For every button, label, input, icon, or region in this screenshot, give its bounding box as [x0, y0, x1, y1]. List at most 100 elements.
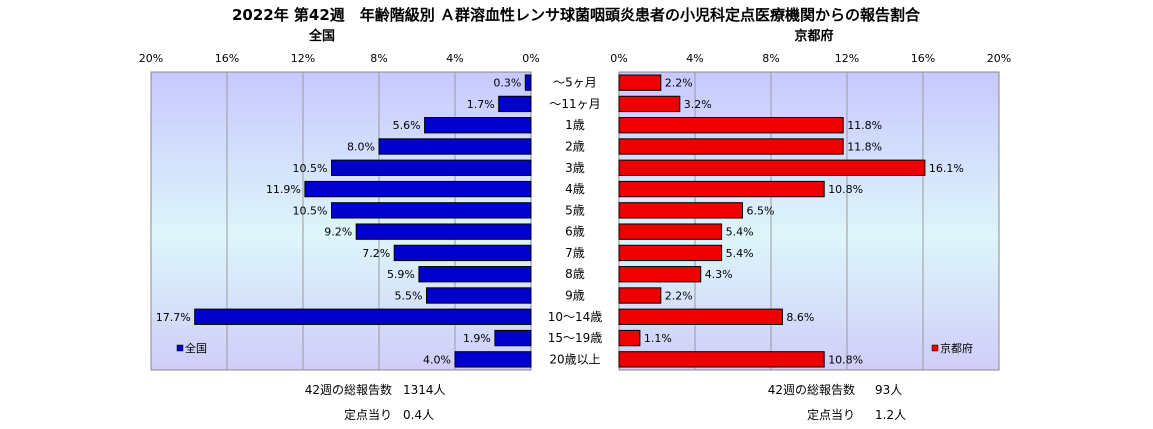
footer-kyoto-total-label: 42週の総報告数 [768, 382, 855, 397]
data-label-kyoto: 1.1% [644, 332, 672, 345]
footer-national-per-site-value: 0.4人 [403, 408, 434, 422]
category-label: 15～19歳 [548, 331, 603, 345]
tick-label-kyoto: 20% [987, 52, 1011, 65]
data-label-kyoto: 2.2% [665, 77, 693, 90]
data-label-national: 9.2% [324, 226, 352, 239]
data-label-kyoto: 16.1% [929, 162, 964, 175]
category-label: 4歳 [565, 182, 585, 196]
panel-title-kyoto: 京都府 [794, 28, 833, 44]
footer-kyoto-per-site-label: 定点当り [807, 407, 855, 422]
bars: 0.3% 1.7% 5.6% 8.0% 10.5% 11.9% 10.5% 9.2% 7.2% 5… [156, 74, 964, 368]
footer-kyoto-total-value: 93人 [875, 383, 902, 397]
bar-national [426, 287, 532, 304]
bar-kyoto [618, 329, 641, 347]
bar-national [331, 159, 532, 176]
category-label: 5歳 [565, 203, 585, 217]
data-label-national: 7.2% [362, 247, 390, 260]
footer-kyoto-per-site-value: 1.2人 [875, 408, 906, 422]
category-labels: ～5ヶ月 ～11ヶ月 1歳 2歳 3歳 4歳 5歳 6歳 7歳 8歳 9歳 10～14歳 15～19歳 2… [548, 76, 603, 367]
footer-national-total-label: 42週の総報告数 [305, 382, 392, 397]
bar-kyoto [618, 138, 844, 155]
data-label-kyoto: 11.8% [847, 141, 882, 154]
bar-kyoto [618, 74, 662, 91]
chart-title: 2022年 第42週 年齢階級別 Ａ群溶血性レンサ球菌咽頭炎患者の小児科定点医療… [232, 6, 921, 24]
footer-kyoto: 42週の総報告数 93人 定点当り 1.2人 [768, 382, 906, 422]
tick-label-national: 16% [215, 52, 239, 65]
category-label: 7歳 [565, 246, 585, 260]
tick-label-national: 12% [291, 52, 315, 65]
category-label: 20歳以上 [549, 352, 600, 366]
bar-kyoto [618, 117, 844, 134]
panel-title-national: 全国 [308, 28, 335, 44]
axis-ticks: 20% 16% 12% 8% 4% 0% 0% 4% 8% 12% 16% 20% [139, 52, 1011, 65]
data-label-kyoto: 6.5% [747, 204, 775, 217]
data-label-national: 4.0% [423, 353, 451, 366]
bar-kyoto [618, 223, 723, 240]
data-label-kyoto: 2.2% [665, 290, 693, 303]
data-label-national: 17.7% [156, 311, 191, 324]
category-label: 3歳 [565, 161, 585, 175]
data-label-national: 5.9% [387, 268, 415, 281]
data-label-national: 10.5% [293, 204, 328, 217]
tick-label-kyoto: 8% [762, 52, 779, 65]
legend-swatch-kyoto [931, 344, 939, 352]
data-label-national: 1.9% [463, 332, 491, 345]
legend-label-national: 全国 [185, 341, 207, 355]
footer-national: 42週の総報告数 1314人 定点当り 0.4人 [305, 382, 446, 422]
category-label: 1歳 [565, 118, 585, 132]
data-label-national: 8.0% [347, 141, 375, 154]
data-label-kyoto: 5.4% [726, 226, 754, 239]
tick-label-kyoto: 4% [686, 52, 703, 65]
data-label-national: 5.6% [393, 119, 421, 132]
data-label-national: 10.5% [293, 162, 328, 175]
data-label-kyoto: 5.4% [726, 247, 754, 260]
data-label-national: 1.7% [467, 98, 495, 111]
bar-kyoto [618, 202, 743, 219]
tick-label-kyoto: 16% [911, 52, 935, 65]
tick-label-national: 4% [446, 52, 463, 65]
bar-kyoto [618, 244, 723, 262]
bar-kyoto [618, 287, 662, 304]
data-label-national: 5.5% [395, 290, 423, 303]
data-label-national: 11.9% [266, 183, 301, 196]
category-label: ～11ヶ月 [549, 97, 600, 111]
data-label-kyoto: 4.3% [705, 268, 733, 281]
tick-label-national: 8% [370, 52, 387, 65]
footer-national-per-site-label: 定点当り [344, 407, 392, 422]
data-label-national: 0.3% [493, 77, 521, 90]
bar-national [418, 266, 532, 283]
data-label-kyoto: 10.8% [828, 353, 863, 366]
footer-national-total-value: 1314人 [403, 383, 446, 397]
bar-national [393, 244, 532, 262]
plot-area-national [150, 71, 532, 371]
bar-national [355, 223, 532, 240]
tick-label-national: 0% [522, 52, 539, 65]
category-label: 9歳 [565, 289, 585, 303]
category-label: ～5ヶ月 [553, 76, 597, 90]
bar-kyoto [618, 266, 702, 283]
bar-kyoto [618, 95, 681, 113]
category-label: 10～14歳 [548, 310, 603, 324]
bar-national [498, 95, 532, 113]
data-label-kyoto: 3.2% [684, 98, 712, 111]
tick-label-kyoto: 12% [835, 52, 859, 65]
bar-national [494, 329, 532, 347]
bar-kyoto [618, 159, 926, 176]
bar-national [304, 180, 532, 198]
category-label: 6歳 [565, 225, 585, 239]
bar-kyoto [618, 308, 783, 325]
plot-area-kyoto [618, 71, 1000, 371]
bar-national [454, 351, 532, 368]
data-label-kyoto: 10.8% [828, 183, 863, 196]
legend-kyoto: 京都府 [931, 341, 973, 355]
legend-label-kyoto: 京都府 [940, 341, 973, 355]
tick-label-kyoto: 0% [610, 52, 627, 65]
bar-kyoto [618, 351, 825, 368]
category-label: 2歳 [565, 140, 585, 154]
bar-national [194, 308, 532, 325]
tick-label-national: 20% [139, 52, 163, 65]
bar-national [424, 117, 532, 134]
legend-national: 全国 [176, 341, 207, 355]
bar-national [331, 202, 532, 219]
